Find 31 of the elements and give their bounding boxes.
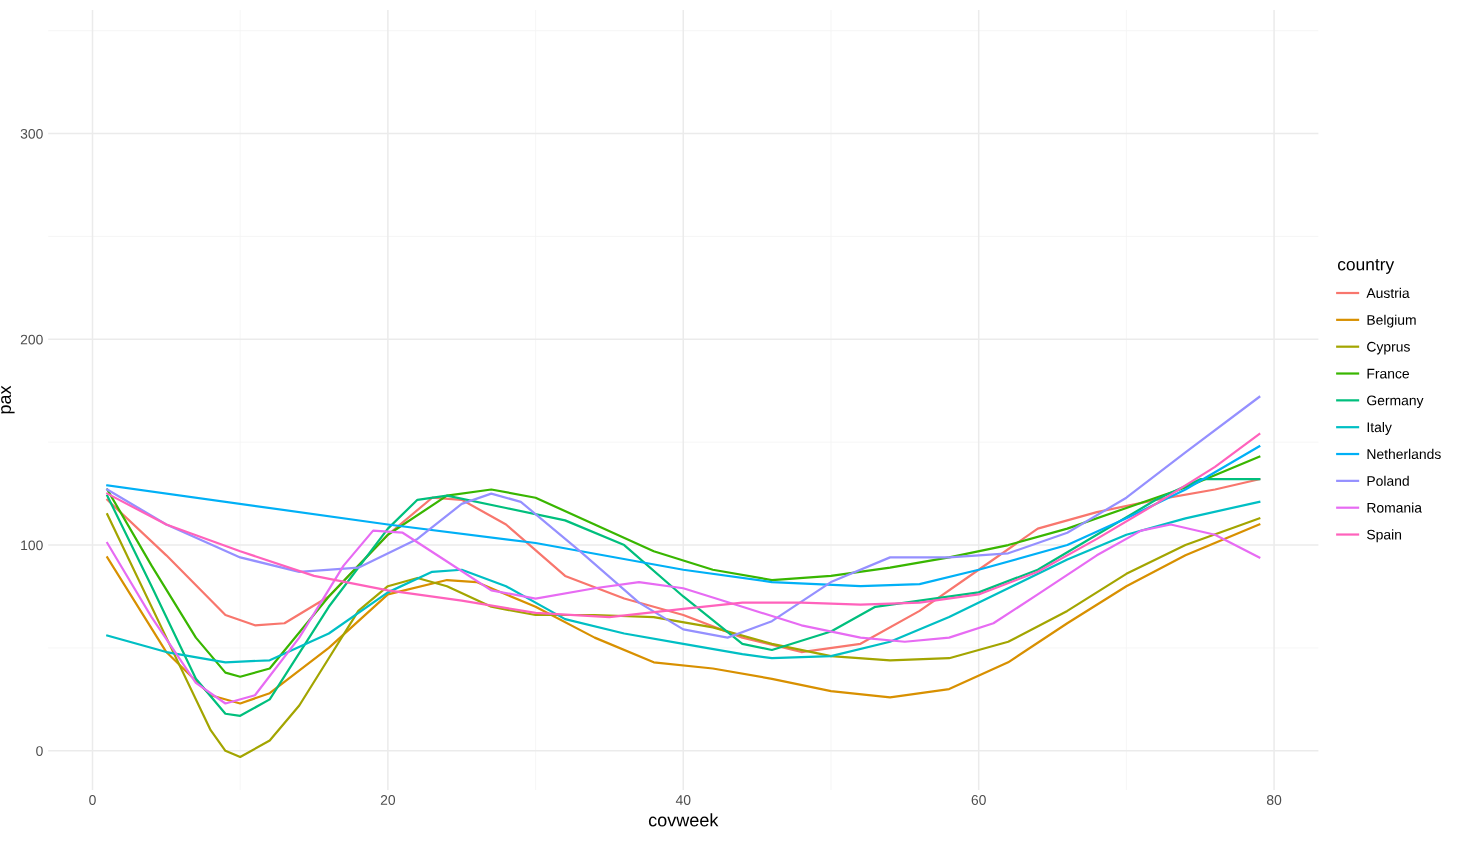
legend-label: Poland: [1367, 475, 1409, 486]
legend-label: Austria: [1366, 287, 1410, 299]
x-tick-label: 60: [971, 795, 986, 805]
x-tick-label: 80: [1266, 795, 1282, 805]
y-tick-label: 100: [21, 540, 43, 551]
x-axis-title: covweek: [648, 813, 719, 827]
line-series: [106, 478, 1261, 654]
line-series: [106, 523, 1261, 705]
line-series: [106, 500, 1261, 664]
line-series: [106, 455, 1261, 678]
line-series: [106, 395, 1261, 639]
legend-label: Netherlands: [1367, 448, 1441, 460]
x-tick-label: 20: [380, 795, 396, 805]
legend-label: Italy: [1367, 421, 1392, 435]
y-tick-label: 0: [36, 746, 43, 756]
y-axis-title: pax: [1, 385, 15, 414]
legend-label: Germany: [1367, 395, 1424, 409]
x-tick-label: 0: [89, 795, 96, 805]
y-tick-label: 300: [20, 128, 43, 139]
y-tick-label: 200: [20, 334, 43, 345]
line-series: [106, 513, 1261, 759]
line-series: [106, 432, 1261, 619]
legend-label: Spain: [1367, 529, 1402, 543]
legend-label: Belgium: [1367, 314, 1416, 328]
legend-label: Cyprus: [1367, 341, 1410, 355]
legend-label: France: [1367, 368, 1410, 379]
x-tick-label: 40: [675, 795, 691, 805]
legend-title: country: [1337, 259, 1395, 274]
line-series: [106, 478, 1261, 717]
line-series: [106, 445, 1261, 588]
legend-label: Romania: [1367, 502, 1422, 513]
